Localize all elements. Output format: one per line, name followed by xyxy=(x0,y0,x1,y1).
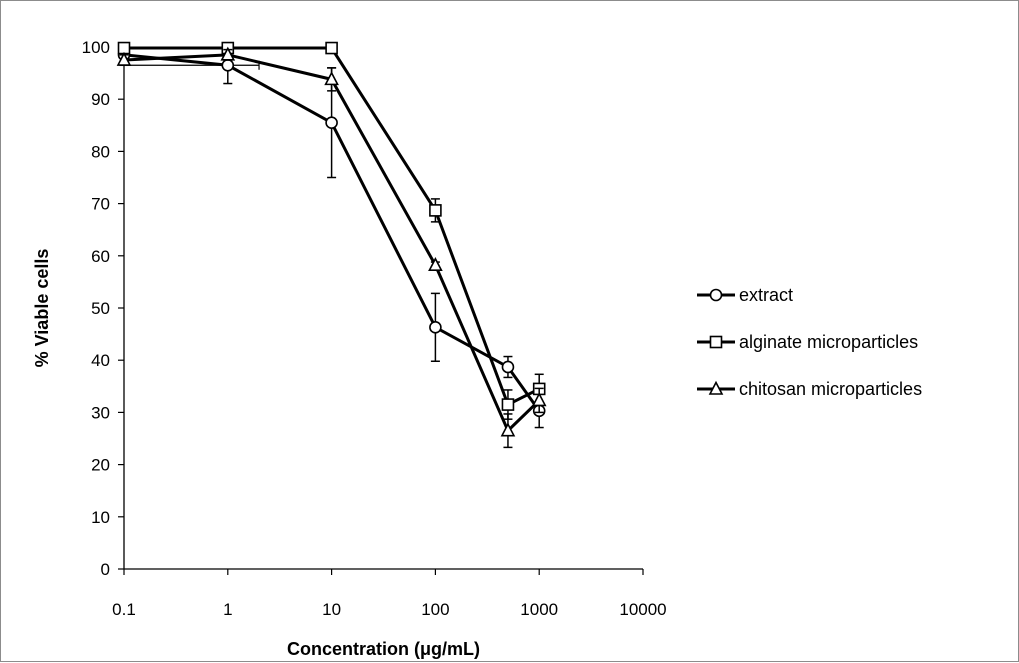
legend-marker-square xyxy=(709,335,723,349)
data-point-square xyxy=(501,398,515,411)
y-tick-label: 90 xyxy=(91,90,110,109)
data-point-circle xyxy=(221,58,235,72)
y-tick-label: 0 xyxy=(101,560,110,579)
y-tick-label: 30 xyxy=(91,403,110,422)
y-axis-title: % Viable cells xyxy=(32,249,52,368)
data-point-circle xyxy=(325,116,338,129)
legend-marker-triangle xyxy=(708,380,724,395)
data-point-triangle xyxy=(500,422,516,437)
x-tick-label: 10000 xyxy=(619,600,666,619)
legend-item: extract xyxy=(697,285,793,305)
y-tick-label: 40 xyxy=(91,351,110,370)
data-point-triangle xyxy=(428,256,443,271)
legend-label: alginate microparticles xyxy=(739,332,918,352)
data-point-circle xyxy=(501,360,515,374)
legend: extract alginate microparticles chitosan m… xyxy=(697,285,922,399)
data-point-triangle xyxy=(220,46,236,61)
y-tick-label: 20 xyxy=(91,456,110,475)
y-tick-label: 80 xyxy=(91,142,110,161)
series-triangle xyxy=(116,46,547,449)
y-tick-label: 50 xyxy=(91,299,110,318)
legend-marker-circle xyxy=(709,288,723,302)
x-tick-label: 10 xyxy=(322,600,341,619)
y-tick-label: 60 xyxy=(91,247,110,266)
x-tick-label: 1 xyxy=(223,600,232,619)
legend-item: alginate microparticles xyxy=(697,332,918,352)
legend-label: extract xyxy=(739,285,793,305)
legend-label: chitosan microparticles xyxy=(739,379,922,399)
legend-item: chitosan microparticles xyxy=(697,379,922,399)
data-point-square xyxy=(325,41,338,55)
y-tick-label: 100 xyxy=(82,38,110,57)
chart-axes: 0 10 20 30 40 50 60 70 80 90 100 0.1 1 10 100 1000 10000 xyxy=(82,38,667,619)
data-point-triangle xyxy=(116,51,132,66)
series-square xyxy=(117,41,546,420)
data-point-square xyxy=(429,204,442,217)
data-point-triangle xyxy=(531,392,547,407)
data-point-triangle xyxy=(324,71,339,86)
y-tick-label: 70 xyxy=(91,195,110,214)
series-layer xyxy=(116,41,547,449)
x-tick-label: 0.1 xyxy=(112,600,136,619)
y-tick-label: 10 xyxy=(91,508,110,527)
series-line xyxy=(123,53,541,434)
data-point-circle xyxy=(429,321,442,334)
x-tick-label: 100 xyxy=(421,600,449,619)
series-line xyxy=(123,53,541,412)
x-tick-label: 1000 xyxy=(520,600,558,619)
x-axis-title: Concentration (μg/mL) xyxy=(287,639,480,659)
